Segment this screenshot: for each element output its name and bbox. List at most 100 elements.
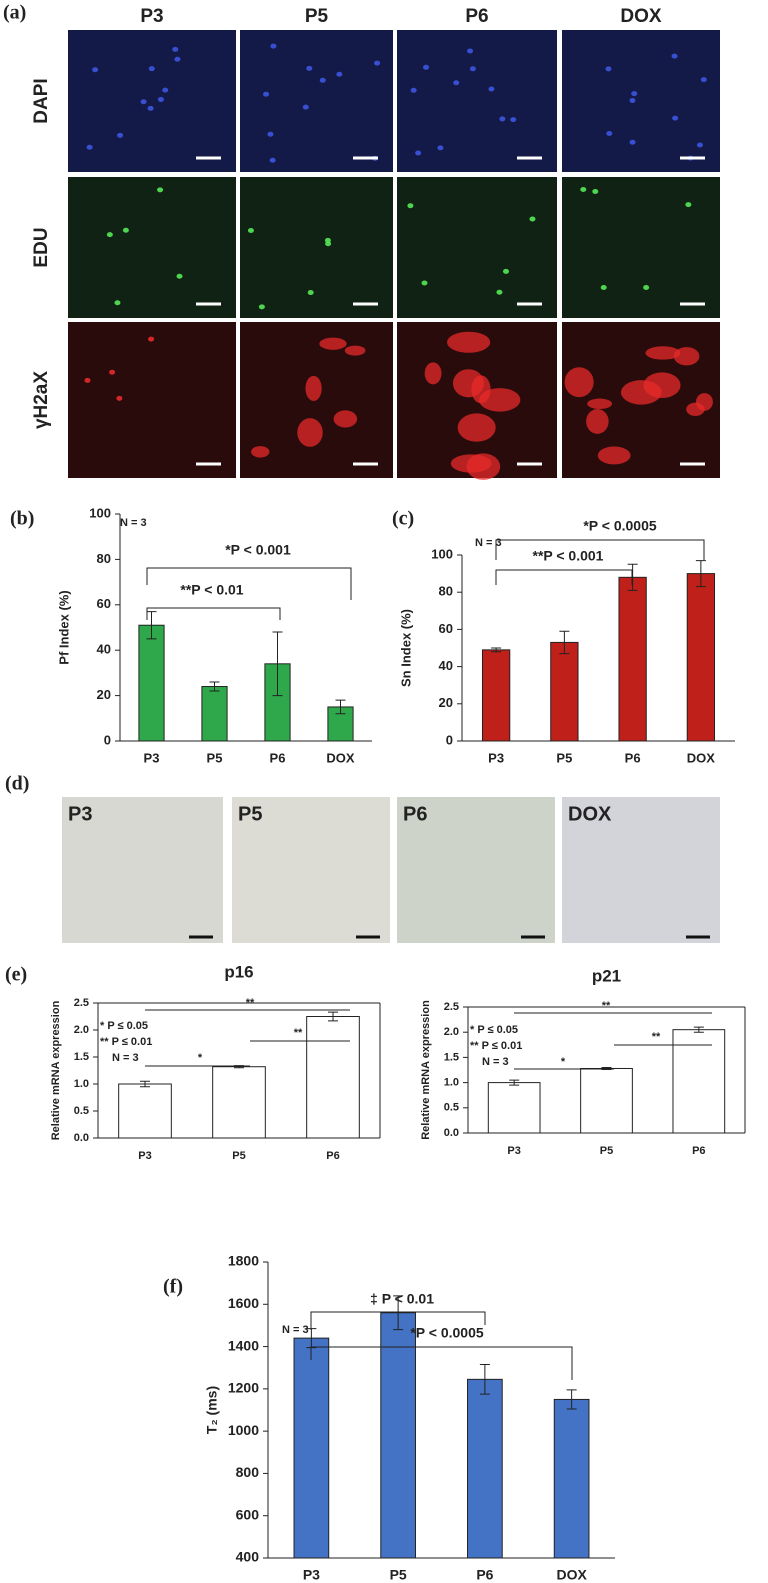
cell (92, 67, 99, 73)
cell (685, 202, 692, 208)
x-tick-label: P3 (488, 750, 504, 765)
y-tick-label: 100 (431, 546, 453, 561)
cell (466, 453, 501, 480)
cell (148, 336, 155, 342)
cell (176, 273, 183, 279)
y-tick-label: 0.5 (74, 1105, 89, 1117)
cell (564, 367, 594, 398)
y-tick-label: 2.0 (444, 1026, 459, 1038)
bar (553, 1398, 590, 1559)
y-tick-label: 1200 (228, 1380, 259, 1396)
cell (671, 53, 678, 59)
cell (148, 66, 155, 72)
cell (606, 131, 613, 137)
annotation: **P < 0.001 (533, 548, 604, 564)
significance-bracket (310, 1346, 573, 1380)
cell (600, 284, 607, 290)
cell (672, 115, 679, 121)
x-tick-label: P5 (556, 750, 572, 765)
x-tick-label: P6 (326, 1150, 339, 1162)
cell (302, 104, 309, 110)
cell (467, 48, 474, 54)
y-tick-label: 0.0 (74, 1132, 89, 1144)
y-tick-label: 0.0 (444, 1127, 459, 1139)
annotation: **P < 0.01 (180, 582, 243, 598)
annotation: ** (602, 1000, 611, 1012)
cell (122, 227, 129, 233)
cell (305, 375, 322, 401)
bar (138, 624, 165, 742)
cell (374, 60, 381, 66)
cell (499, 116, 506, 122)
stain-image (397, 797, 555, 943)
cell (686, 402, 705, 416)
annotation: *P < 0.0005 (583, 518, 657, 534)
error-bar (695, 560, 706, 588)
cell (336, 71, 343, 77)
x-tick-label: DOX (326, 750, 355, 765)
bar (212, 1066, 266, 1139)
y-axis-label: Relative mRNA expression (420, 1000, 432, 1140)
row-label: DAPI (31, 78, 52, 123)
cell (147, 105, 154, 111)
error-bar (209, 681, 220, 692)
cell (410, 87, 417, 93)
y-tick-label: 1000 (228, 1422, 259, 1438)
y-tick-label: 2.0 (74, 1024, 89, 1036)
cell (162, 87, 169, 93)
micrograph (68, 177, 236, 318)
cell (437, 145, 444, 151)
error-bar (328, 1011, 338, 1022)
error-bar (479, 1364, 490, 1395)
stain-image (62, 797, 223, 943)
cell (251, 446, 270, 458)
cell (488, 86, 495, 92)
cell (631, 91, 638, 97)
annotation: N = 3 (112, 1052, 139, 1064)
cell (597, 446, 631, 465)
chart-title: p21 (592, 966, 621, 985)
cell (629, 97, 636, 103)
cell (453, 80, 460, 86)
significance-bracket (495, 539, 705, 560)
cell (587, 398, 613, 409)
y-tick-label: 1.0 (444, 1077, 459, 1089)
bar (550, 641, 579, 742)
cell (496, 289, 503, 295)
y-tick-label: 600 (236, 1506, 260, 1522)
annotation: N = 3 (482, 1056, 509, 1068)
panel-label: (e) (5, 964, 27, 986)
annotation: ** (246, 997, 255, 1009)
panel-label: (c) (392, 508, 414, 530)
y-tick-label: 20 (97, 687, 111, 702)
cell (157, 96, 164, 102)
y-tick-label: 60 (439, 621, 453, 636)
bar (293, 1337, 330, 1559)
annotation: ** (652, 1031, 661, 1043)
panel-label: (d) (5, 773, 29, 795)
error-bar (272, 631, 283, 697)
cell (263, 91, 270, 97)
column-label: P3 (140, 6, 163, 27)
micrograph (397, 30, 557, 172)
cell (86, 144, 93, 150)
micrograph (68, 322, 236, 478)
cell (580, 187, 587, 193)
y-tick-label: 40 (97, 642, 111, 657)
annotation: * P ≤ 0.05 (470, 1024, 518, 1036)
stain-label: DOX (568, 803, 612, 825)
cell (407, 203, 414, 209)
bar (686, 573, 716, 742)
bar (306, 1016, 360, 1139)
cell (344, 345, 366, 356)
y-axis-label: Relative mRNA expression (50, 1000, 62, 1140)
annotation: ** (294, 1027, 303, 1039)
error-bar (146, 611, 157, 640)
panel-label: (b) (10, 508, 34, 530)
error-bar (335, 699, 346, 715)
cell (333, 410, 358, 428)
bar (487, 1082, 541, 1134)
cell (696, 142, 703, 148)
y-tick-label: 60 (97, 596, 111, 611)
cell (605, 66, 612, 72)
